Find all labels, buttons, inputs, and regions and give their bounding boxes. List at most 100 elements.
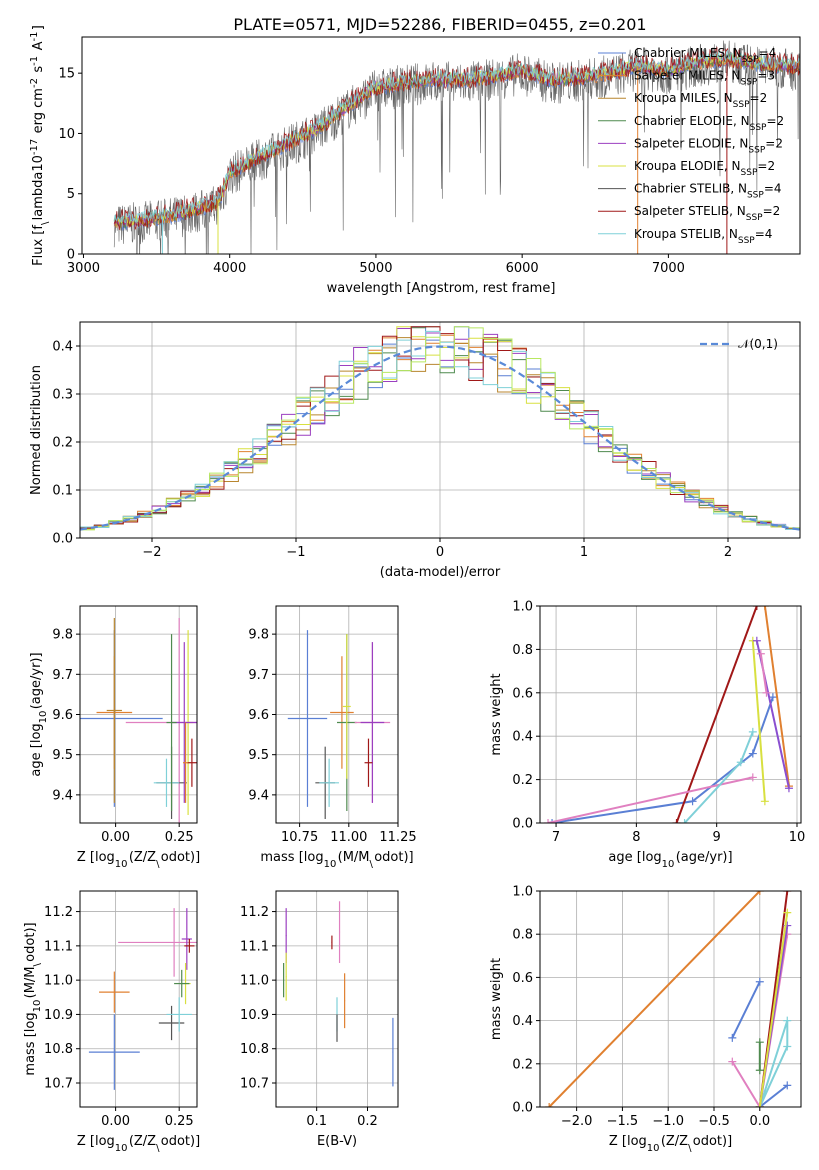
spectrum-xtick-label: 4000 — [213, 261, 246, 276]
age-vs-Z-xlabel-part: Z [log — [77, 850, 115, 865]
spectrum-plot — [113, 40, 800, 254]
spectrum-legend-label: Salpeter ELODIE, NSSP=2 — [634, 136, 783, 155]
mass-vs-ebv-ytick-label: 10.8 — [240, 1042, 269, 1057]
normal-curve — [80, 345, 800, 531]
spectrum-legend-label: Chabrier STELIB, NSSP=4 — [634, 182, 782, 201]
weight-vs-age-xtick-label: 8 — [632, 830, 640, 845]
spectrum-xlabel: wavelength [Angstrom, rest frame] — [327, 281, 556, 296]
age-vs-mass-xtick-label: 10.75 — [281, 830, 318, 845]
age-vs-mass-xlabel-part: mass [log — [260, 850, 323, 865]
residuals-xtick-label: −2 — [142, 545, 161, 560]
weight-vs-Z-ytick-label: 0.4 — [512, 1014, 533, 1029]
mass-vs-Z-ylabel-sub: 10 — [32, 1000, 43, 1013]
age-vs-mass-xlabel: mass [log10 (M/M\ odot)] — [260, 850, 413, 870]
weight-vs-age-ytick-label: 0.0 — [512, 817, 533, 832]
legend-label-main: Salpeter ELODIE, N — [634, 136, 748, 150]
mass-vs-Z-ytick-label: 10.9 — [44, 1008, 73, 1023]
weight-vs-age-xlabel-part: (age/yr)] — [676, 850, 733, 865]
weight-vs-age-series-marker — [752, 636, 761, 645]
mass-vs-ebv-xtick-label: 0.1 — [306, 1114, 327, 1129]
weight-vs-age-series-marker — [768, 693, 777, 702]
spectrum-ytick-label: 5 — [67, 187, 75, 202]
legend-label-sub: SSP — [750, 123, 767, 133]
weight-vs-Z-ytick-label: 0.2 — [512, 1057, 533, 1072]
legend-label-sub: SSP — [747, 191, 764, 201]
spectrum-legend-label: Chabrier ELODIE, NSSP=2 — [634, 114, 784, 133]
weight-vs-Z-series-line — [731, 981, 761, 1039]
weight-vs-Z-series-marker — [728, 1057, 737, 1066]
age-vs-Z-xlabel-part: odot)] — [161, 850, 200, 865]
weight-vs-age-series-line — [683, 731, 754, 823]
mass-vs-Z-ytick-label: 11.1 — [44, 939, 73, 954]
legend-label-tail: =2 — [750, 91, 768, 105]
mass-vs-Z-ylabel-part: (M/M — [23, 966, 38, 998]
weight-vs-age-xtick-label: 10 — [789, 830, 806, 845]
spectrum-ylabel-part: s — [31, 66, 46, 77]
weight-vs-age-ytick-label: 0.2 — [512, 773, 533, 788]
mass-vs-ebv-ytick-label: 11.2 — [240, 905, 269, 920]
weight-vs-Z-ytick-label: 0.8 — [512, 928, 533, 943]
residuals-ytick-label: 0.1 — [52, 484, 73, 499]
weight-vs-age-ytick-label: 0.8 — [512, 643, 533, 658]
weight-vs-Z-xtick-label: 0.0 — [749, 1114, 770, 1129]
spectrum-ylabel-sup: -1 — [29, 56, 40, 66]
weight-vs-age-xlabel: age [log10 (age/yr)] — [608, 850, 732, 870]
residuals-ylabel-part: Normed distribution — [29, 365, 44, 495]
legend-label-main: Chabrier MILES, N — [634, 46, 742, 60]
weight-vs-age-series-marker — [756, 649, 765, 658]
legend-label-main: Kroupa STELIB, N — [634, 227, 738, 241]
age-vs-mass-xtick-label: 11.00 — [330, 830, 367, 845]
weight-vs-Z-xlabel-part: Z [log — [609, 1134, 647, 1149]
spectrum-series-6 — [113, 40, 800, 254]
weight-vs-age-ylabel-part: mass weight — [489, 673, 504, 755]
spectrum-legend-label: Salpeter STELIB, NSSP=2 — [634, 204, 780, 223]
spectrum-axes: 3000 4000 5000 6000 7000 0 5 10 15 wavelength [An… — [29, 25, 801, 296]
age-vs-mass-ytick-label: 9.6 — [248, 708, 269, 723]
age-vs-mass-plot — [287, 630, 391, 819]
mass-vs-ebv-ytick-label: 10.7 — [240, 1077, 269, 1092]
age-vs-mass-xlabel-sub: \ — [370, 859, 374, 870]
mass-vs-ebv-ytick-label: 11.1 — [240, 939, 269, 954]
weight-vs-age-xlabel-part: age [log — [608, 850, 661, 865]
weight-vs-age-series-line — [759, 653, 768, 693]
weight-vs-Z-plot — [545, 891, 792, 1107]
age-vs-mass-ytick-label: 9.7 — [248, 668, 269, 683]
legend-label-tail: =2 — [757, 159, 775, 173]
age-vs-Z-xlabel: Z [log10 (Z/Z\ odot)] — [77, 850, 200, 870]
legend-label-main: Chabrier ELODIE, N — [634, 114, 750, 128]
weight-vs-age-series-line — [547, 776, 754, 823]
age-vs-mass-ytick-label: 9.8 — [248, 628, 269, 643]
legend-label-tail: =2 — [765, 136, 783, 150]
weight-vs-Z-series-line — [758, 912, 789, 1107]
legend-label-tail: =3 — [757, 69, 775, 83]
weight-vs-Z-series-marker — [783, 1081, 792, 1090]
legend-label-main: Salpeter STELIB, N — [634, 204, 746, 218]
weight-vs-age-series-line — [751, 640, 766, 802]
residuals-ytick-label: 0.3 — [52, 388, 73, 403]
mass-vs-Z-ylabel: mass [log10 (M/M\ odot)] — [23, 922, 43, 1075]
age-vs-Z-ylabel-sub: 10 — [38, 711, 49, 724]
figure-title: PLATE=0571, MJD=52286, FIBERID=0455, z=0… — [233, 15, 646, 34]
weight-vs-age-series-marker — [672, 819, 681, 823]
spectrum-xlabel-part: wavelength [Angstrom, rest frame] — [327, 281, 556, 296]
weight-vs-Z-series-marker — [783, 908, 792, 917]
mass-vs-ebv-ytick-label: 10.9 — [240, 1008, 269, 1023]
spectrum-ylabel: Flux [f\ lambda10-17 erg cm-2 s-1 A-1 ] — [29, 25, 51, 266]
spectrum-ylabel-part: A — [31, 41, 46, 54]
mass-vs-Z-ytick-label: 10.8 — [44, 1042, 73, 1057]
weight-vs-Z-xtick-label: −2.0 — [561, 1114, 593, 1129]
mass-vs-Z-ytick-label: 10.7 — [44, 1077, 73, 1092]
residuals-xtick-label: 2 — [724, 545, 732, 560]
mass-vs-Z-xtick-label: 0.25 — [165, 1114, 194, 1129]
weight-vs-Z-series-line — [759, 1084, 788, 1107]
spectrum-xtick-label: 6000 — [506, 261, 539, 276]
weight-vs-Z-series-marker — [545, 1103, 554, 1107]
mass-vs-ebv-xlabel-part: E(B-V) — [317, 1134, 357, 1149]
weight-vs-age-series-marker — [760, 606, 769, 610]
weight-vs-Z-ylabel-part: mass weight — [489, 958, 504, 1040]
weight-vs-Z-series-marker — [755, 1103, 764, 1107]
age-vs-mass-ytick-label: 9.5 — [248, 748, 269, 763]
spectrum-ylabel-part: ] — [31, 25, 46, 30]
legend-label-tail: =2 — [763, 204, 781, 218]
age-vs-Z-ylabel: age [log10 (age/yr)] — [29, 652, 49, 776]
